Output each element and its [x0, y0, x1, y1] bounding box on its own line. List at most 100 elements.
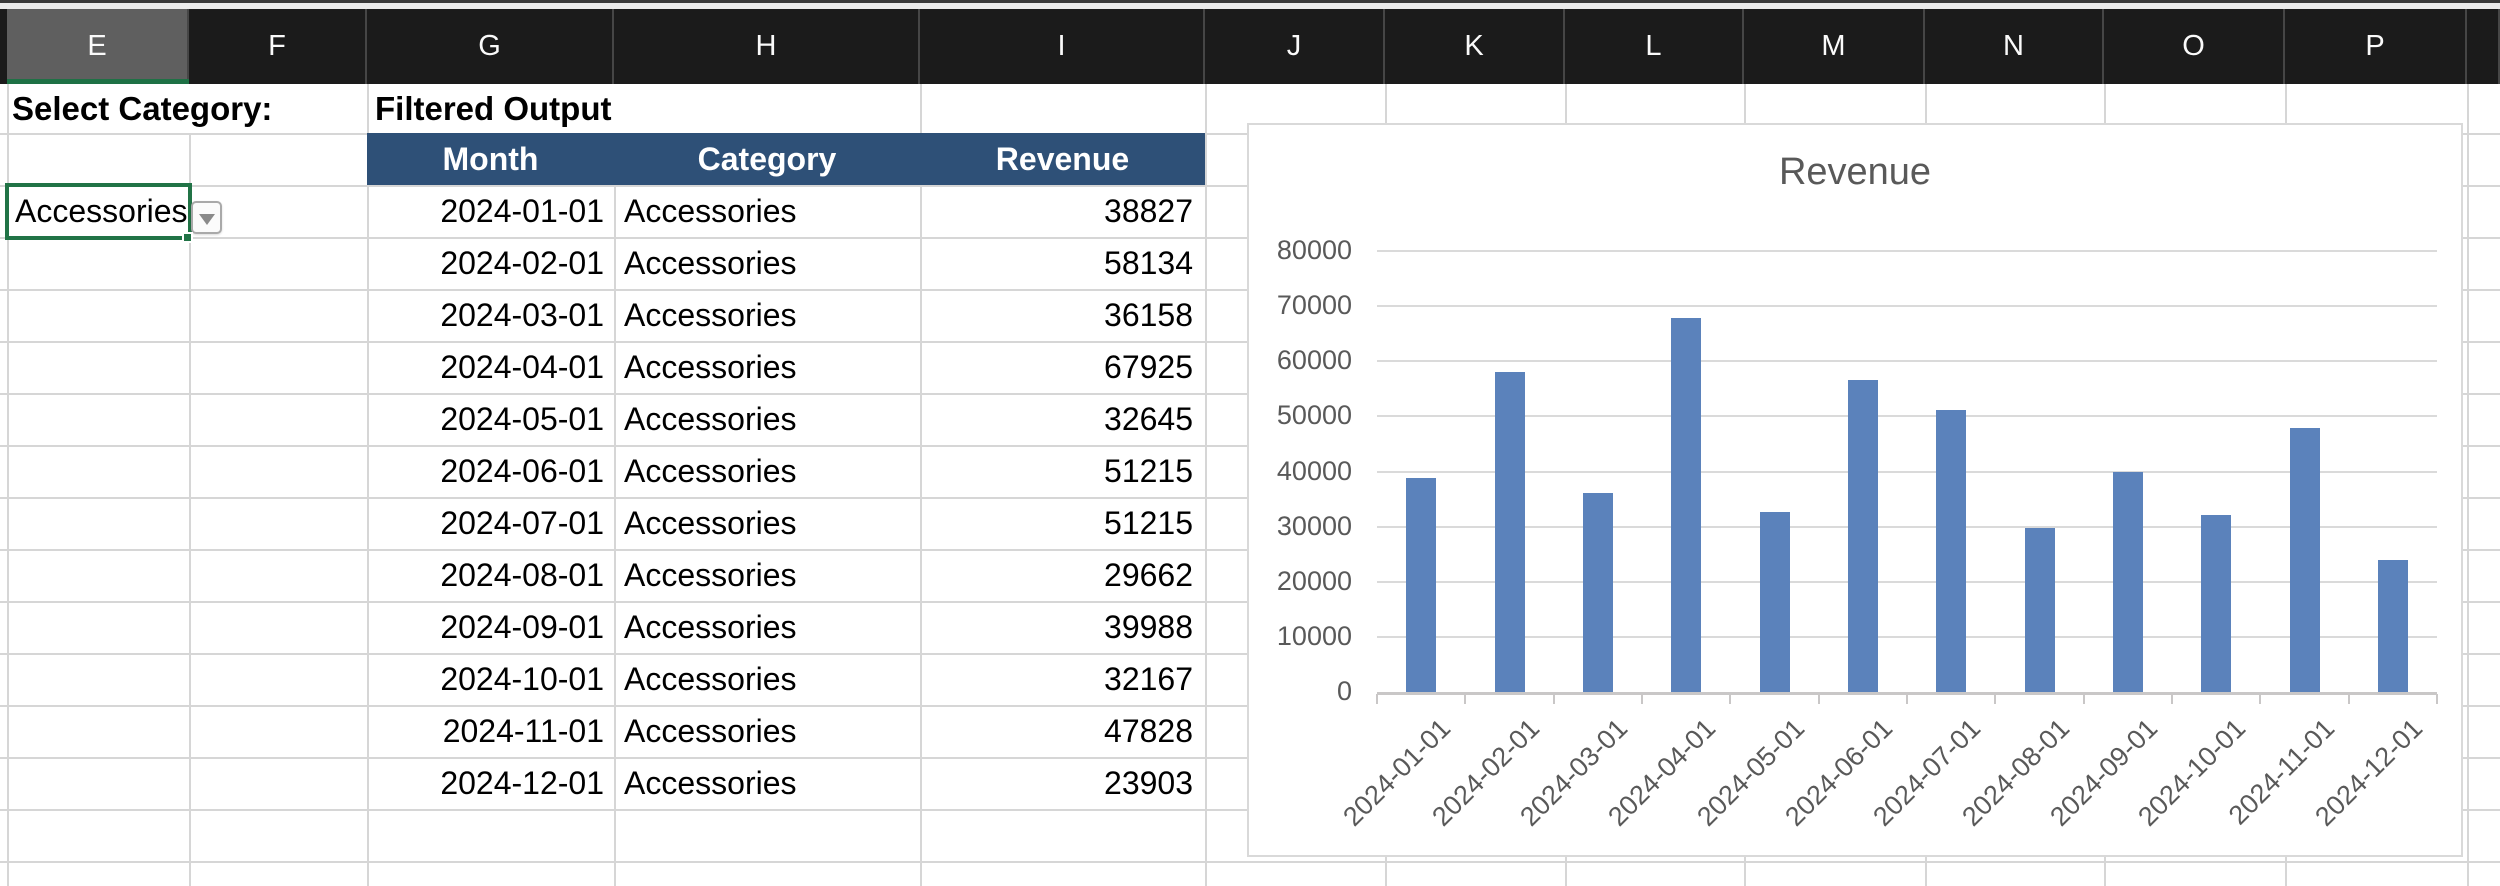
selection-fill-handle[interactable] — [182, 232, 193, 243]
column-header-E[interactable]: E — [7, 9, 189, 84]
revenue-cell[interactable]: 51215 — [920, 497, 1193, 549]
x-axis-tick — [1464, 694, 1466, 704]
category-cell[interactable]: Accessories — [624, 289, 914, 341]
x-axis-tick — [1641, 694, 1643, 704]
category-cell[interactable]: Accessories — [624, 653, 914, 705]
month-cell[interactable]: 2024-04-01 — [367, 341, 604, 393]
y-axis-tick-label: 50000 — [1249, 402, 1352, 429]
dropdown-selected-value[interactable]: Accessories — [15, 187, 191, 236]
revenue-cell[interactable]: 29662 — [920, 549, 1193, 601]
chart-gridline — [1377, 471, 2437, 473]
category-cell[interactable]: Accessories — [624, 237, 914, 289]
column-header-M[interactable]: M — [1744, 9, 1925, 84]
bar-2024-04-01[interactable] — [1671, 318, 1701, 692]
column-header-H[interactable]: H — [614, 9, 920, 84]
y-axis-tick-label: 0 — [1249, 678, 1352, 705]
category-cell[interactable]: Accessories — [624, 757, 914, 809]
category-cell[interactable]: Accessories — [624, 185, 914, 237]
chart-gridline — [1377, 415, 2437, 417]
month-cell[interactable]: 2024-01-01 — [367, 185, 604, 237]
table-header-month[interactable]: Month — [367, 133, 614, 185]
x-axis-tick — [1376, 694, 1378, 704]
column-header-N[interactable]: N — [1925, 9, 2104, 84]
revenue-cell[interactable]: 32167 — [920, 653, 1193, 705]
gridline — [2467, 84, 2469, 886]
column-header-P[interactable]: P — [2285, 9, 2467, 84]
gridline — [1205, 84, 1207, 886]
month-cell[interactable]: 2024-07-01 — [367, 497, 604, 549]
column-header-F[interactable]: F — [189, 9, 367, 84]
x-axis-tick — [2348, 694, 2350, 704]
spreadsheet-app: EFGHIJKLMNOP Select Category: Filtered O… — [0, 0, 2500, 886]
bar-2024-12-01[interactable] — [2378, 560, 2408, 692]
column-header-L[interactable]: L — [1565, 9, 1744, 84]
revenue-cell[interactable]: 23903 — [920, 757, 1193, 809]
revenue-cell[interactable]: 36158 — [920, 289, 1193, 341]
revenue-cell[interactable]: 67925 — [920, 341, 1193, 393]
y-axis-tick-label: 20000 — [1249, 568, 1352, 595]
revenue-cell[interactable]: 51215 — [920, 445, 1193, 497]
bar-2024-09-01[interactable] — [2113, 472, 2143, 692]
month-cell[interactable]: 2024-02-01 — [367, 237, 604, 289]
y-axis-tick-label: 10000 — [1249, 623, 1352, 650]
revenue-chart[interactable]: Revenue 01000020000300004000050000600007… — [1247, 123, 2463, 857]
bar-2024-01-01[interactable] — [1406, 478, 1436, 692]
table-header-revenue[interactable]: Revenue — [920, 133, 1205, 185]
category-cell[interactable]: Accessories — [624, 393, 914, 445]
column-header-K[interactable]: K — [1385, 9, 1565, 84]
category-cell[interactable]: Accessories — [624, 497, 914, 549]
y-axis-tick-label: 40000 — [1249, 458, 1352, 485]
window-top-strip — [0, 0, 2500, 9]
revenue-cell[interactable]: 39988 — [920, 601, 1193, 653]
category-cell[interactable]: Accessories — [624, 549, 914, 601]
x-axis-tick — [2171, 694, 2173, 704]
category-dropdown-cell[interactable]: Accessories — [5, 183, 192, 240]
month-cell[interactable]: 2024-09-01 — [367, 601, 604, 653]
bar-2024-07-01[interactable] — [1936, 410, 1966, 692]
month-cell[interactable]: 2024-05-01 — [367, 393, 604, 445]
x-axis-tick — [1906, 694, 1908, 704]
bar-2024-11-01[interactable] — [2290, 428, 2320, 692]
chart-gridline — [1377, 250, 2437, 252]
chevron-down-icon — [199, 214, 215, 225]
revenue-cell[interactable]: 38827 — [920, 185, 1193, 237]
chart-gridline — [1377, 305, 2437, 307]
chart-gridline — [1377, 360, 2437, 362]
bar-2024-05-01[interactable] — [1760, 512, 1790, 692]
month-cell[interactable]: 2024-03-01 — [367, 289, 604, 341]
column-header-J[interactable]: J — [1205, 9, 1385, 84]
month-cell[interactable]: 2024-06-01 — [367, 445, 604, 497]
bar-2024-03-01[interactable] — [1583, 493, 1613, 692]
category-cell[interactable]: Accessories — [624, 705, 914, 757]
chart-title[interactable]: Revenue — [1249, 151, 2461, 194]
month-cell[interactable]: 2024-10-01 — [367, 653, 604, 705]
select-category-label[interactable]: Select Category: — [12, 84, 272, 133]
y-axis-tick-label: 70000 — [1249, 292, 1352, 319]
category-cell[interactable]: Accessories — [624, 445, 914, 497]
bar-2024-06-01[interactable] — [1848, 380, 1878, 692]
column-header-O[interactable]: O — [2104, 9, 2285, 84]
gridline — [189, 133, 191, 886]
bar-2024-08-01[interactable] — [2025, 528, 2055, 692]
month-cell[interactable]: 2024-11-01 — [367, 705, 604, 757]
x-axis-tick — [1553, 694, 1555, 704]
x-axis-tick — [2083, 694, 2085, 704]
bar-2024-02-01[interactable] — [1495, 372, 1525, 692]
revenue-cell[interactable]: 58134 — [920, 237, 1193, 289]
y-axis-tick-label: 60000 — [1249, 347, 1352, 374]
revenue-cell[interactable]: 47828 — [920, 705, 1193, 757]
month-cell[interactable]: 2024-12-01 — [367, 757, 604, 809]
category-cell[interactable]: Accessories — [624, 601, 914, 653]
y-axis-tick-label: 80000 — [1249, 237, 1352, 264]
column-header-I[interactable]: I — [920, 9, 1205, 84]
revenue-cell[interactable]: 32645 — [920, 393, 1193, 445]
x-axis-tick — [1994, 694, 1996, 704]
month-cell[interactable]: 2024-08-01 — [367, 549, 604, 601]
dropdown-arrow-button[interactable] — [191, 201, 222, 234]
table-header-category[interactable]: Category — [614, 133, 920, 185]
column-header-G[interactable]: G — [367, 9, 614, 84]
filtered-output-label[interactable]: Filtered Output — [375, 84, 611, 133]
bar-2024-10-01[interactable] — [2201, 515, 2231, 692]
chart-gridline — [1377, 581, 2437, 583]
category-cell[interactable]: Accessories — [624, 341, 914, 393]
